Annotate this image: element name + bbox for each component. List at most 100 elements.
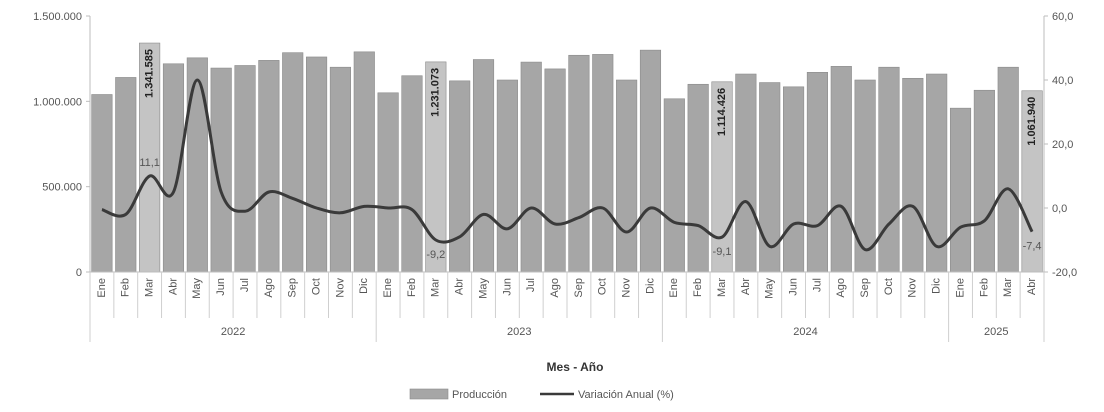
bar: [806, 72, 828, 273]
month-label: Ene: [668, 278, 680, 298]
right-tick-label: 40,0: [1052, 75, 1073, 87]
month-label: Abr: [1026, 278, 1038, 295]
bar: [949, 107, 972, 273]
bar: [926, 73, 948, 273]
month-label: Feb: [978, 278, 990, 297]
month-label: Ago: [263, 278, 275, 298]
month-label: Mar: [144, 278, 156, 297]
month-label: Sep: [573, 278, 585, 298]
left-tick-label: 1.000.000: [33, 96, 82, 108]
month-label: Jun: [787, 278, 799, 296]
right-tick-label: 0,0: [1052, 203, 1067, 215]
month-label: Nov: [334, 278, 346, 298]
month-label: Dic: [931, 278, 943, 294]
left-tick-label: 500.000: [42, 182, 82, 194]
bar: [592, 54, 614, 273]
bar: [377, 92, 399, 273]
bar: [449, 80, 471, 273]
bar: [496, 79, 518, 273]
month-label: Dic: [644, 278, 656, 294]
left-tick-label: 0: [76, 267, 82, 279]
bar: [544, 68, 566, 273]
month-label: May: [477, 278, 489, 299]
legend-bar-label: Producción: [452, 389, 507, 401]
month-label: May: [191, 278, 203, 299]
bar: [854, 79, 876, 273]
left-tick-label: 1.500.000: [33, 11, 82, 23]
bar: [353, 51, 375, 273]
year-label: 2022: [221, 326, 245, 338]
variation-line: [101, 78, 1034, 252]
month-label: Jul: [811, 278, 823, 292]
month-label: Nov: [621, 278, 633, 298]
bar: [568, 54, 590, 273]
line-value-label: -9,2: [426, 249, 445, 261]
bar: [878, 66, 900, 273]
month-label: Jun: [215, 278, 227, 296]
bar: [472, 59, 495, 273]
month-label: Sep: [859, 278, 871, 298]
bar: [234, 65, 256, 273]
bar: [282, 52, 304, 273]
month-label: Oct: [310, 278, 322, 295]
bar-value-label: 1.061.940: [1026, 97, 1038, 146]
month-label: Feb: [120, 278, 132, 297]
month-label: Mar: [430, 278, 442, 297]
right-tick-label: 60,0: [1052, 11, 1073, 23]
bar: [520, 61, 542, 273]
month-label: May: [764, 278, 776, 299]
month-label: Jul: [525, 278, 537, 292]
month-label: Oct: [597, 278, 609, 295]
bar-value-label: 1.231.073: [430, 68, 442, 117]
bar: [997, 66, 1019, 273]
bar: [329, 66, 351, 273]
month-label: Jul: [239, 278, 251, 292]
month-label: Feb: [692, 278, 704, 297]
month-label: Oct: [883, 278, 895, 295]
month-label: Dic: [358, 278, 370, 294]
month-label: Ene: [382, 278, 394, 298]
month-label: Nov: [907, 278, 919, 298]
x-axis-title: Mes - Año: [547, 360, 604, 374]
line-value-label: -7,4: [1023, 241, 1042, 253]
line-value-label: -9,1: [713, 246, 732, 258]
month-label: Ago: [835, 278, 847, 298]
bar: [91, 94, 113, 273]
month-label: Abr: [740, 278, 752, 295]
bar: [115, 77, 137, 273]
bar: [186, 57, 208, 273]
bar: [830, 66, 852, 273]
bar-value-label: 1.341.585: [144, 49, 156, 98]
bar: [973, 89, 995, 273]
month-label: Mar: [716, 278, 728, 297]
year-label: 2024: [793, 326, 817, 338]
month-label: Ene: [96, 278, 108, 298]
bar: [616, 79, 638, 273]
bar: [210, 67, 232, 273]
line-value-label: 11,1: [139, 157, 160, 169]
year-label: 2023: [507, 326, 531, 338]
bar: [783, 86, 805, 273]
bar: [258, 60, 280, 273]
month-label: Mar: [1002, 278, 1014, 297]
legend-bar-swatch: [409, 388, 449, 400]
bar: [902, 77, 924, 273]
bar: [735, 73, 757, 273]
bar-value-label: 1.114.426: [716, 88, 728, 136]
month-label: Abr: [167, 278, 179, 295]
month-label: Abr: [454, 278, 466, 295]
bar: [401, 75, 423, 273]
month-label: Jun: [501, 278, 513, 296]
bar: [639, 49, 662, 273]
bar: [663, 98, 685, 273]
month-label: Feb: [406, 278, 418, 297]
month-label: Ene: [954, 278, 966, 298]
year-label: 2025: [984, 326, 1008, 338]
right-tick-label: -20,0: [1052, 267, 1077, 279]
legend-line-label: Variación Anual (%): [578, 389, 674, 401]
right-tick-label: 20,0: [1052, 139, 1073, 151]
bar: [687, 83, 709, 273]
month-label: Ago: [549, 278, 561, 298]
